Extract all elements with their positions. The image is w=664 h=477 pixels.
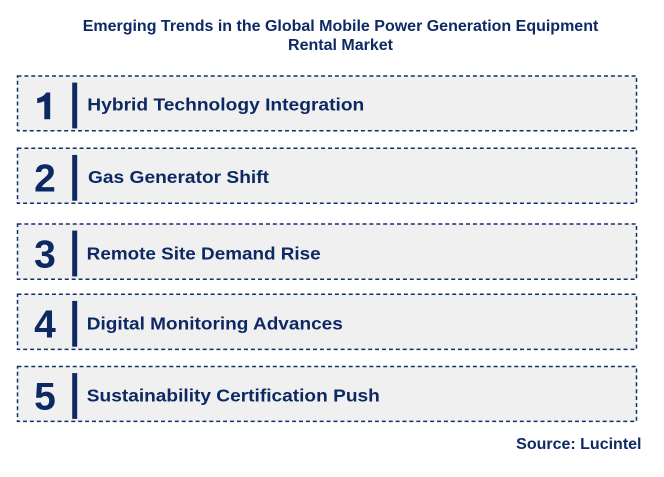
- svg-text:Emerging Trends in the Global: Emerging Trends in the Global Mobile Pow…: [83, 18, 599, 35]
- svg-text:Hybrid Technology Integration: Hybrid Technology Integration: [87, 94, 364, 114]
- svg-text:2: 2: [34, 158, 56, 201]
- svg-text:Remote Site Demand Rise: Remote Site Demand Rise: [87, 243, 321, 263]
- svg-text:Source: Lucintel: Source: Lucintel: [516, 436, 641, 453]
- svg-text:3: 3: [34, 233, 56, 276]
- svg-text:Rental Market: Rental Market: [288, 37, 394, 54]
- svg-text:Sustainability Certification P: Sustainability Certification Push: [87, 386, 380, 406]
- svg-text:Digital Monitoring Advances: Digital Monitoring Advances: [87, 314, 343, 334]
- svg-text:4: 4: [34, 304, 56, 347]
- svg-text:Gas Generator Shift: Gas Generator Shift: [88, 167, 269, 187]
- svg-text:5: 5: [34, 376, 56, 419]
